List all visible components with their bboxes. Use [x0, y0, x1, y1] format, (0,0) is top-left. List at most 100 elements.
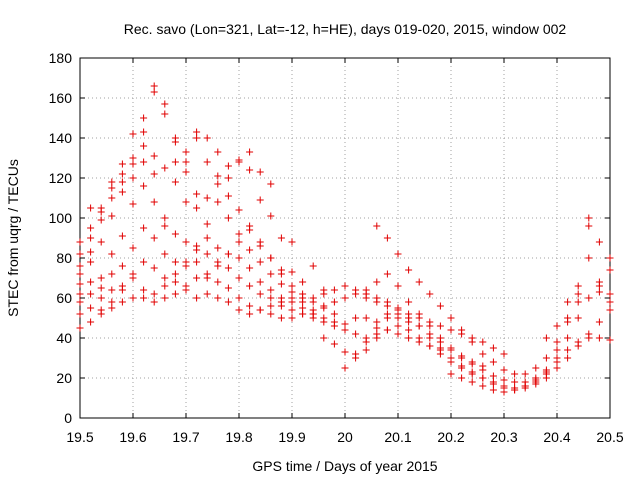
- data-point: [288, 238, 296, 246]
- data-point: [500, 366, 508, 374]
- x-tick-label: 20.2: [437, 429, 464, 445]
- data-point: [500, 388, 508, 396]
- data-point: [352, 330, 360, 338]
- data-point: [224, 264, 232, 272]
- data-point: [193, 246, 201, 254]
- data-point: [330, 310, 338, 318]
- data-point: [214, 278, 222, 286]
- data-point: [140, 182, 148, 190]
- data-point: [97, 238, 105, 246]
- data-point: [150, 170, 158, 178]
- data-point: [193, 134, 201, 142]
- data-point: [171, 230, 179, 238]
- data-point: [553, 354, 561, 362]
- data-point: [458, 352, 466, 360]
- series-arc-13: [373, 222, 614, 378]
- data-point: [203, 274, 211, 282]
- data-point: [214, 148, 222, 156]
- data-point: [246, 282, 254, 290]
- data-point: [394, 304, 402, 312]
- data-point: [383, 298, 391, 306]
- data-point: [394, 322, 402, 330]
- data-point: [267, 254, 275, 262]
- data-point: [267, 310, 275, 318]
- data-point: [426, 334, 434, 342]
- y-tick-label: 0: [64, 410, 72, 426]
- data-point: [161, 214, 169, 222]
- data-point: [235, 206, 243, 214]
- y-tick-label: 120: [49, 170, 73, 186]
- data-point: [235, 294, 243, 302]
- data-point: [150, 88, 158, 96]
- data-point: [129, 200, 137, 208]
- data-point: [256, 196, 264, 204]
- data-point: [235, 238, 243, 246]
- data-point: [299, 290, 307, 298]
- data-point: [246, 226, 254, 234]
- data-point: [203, 220, 211, 228]
- data-point: [108, 184, 116, 192]
- data-point: [606, 254, 614, 262]
- data-point: [182, 168, 190, 176]
- data-point: [87, 234, 95, 242]
- data-point: [97, 310, 105, 318]
- data-point: [256, 168, 264, 176]
- data-point: [182, 258, 190, 266]
- data-point: [299, 310, 307, 318]
- data-point: [309, 310, 317, 318]
- data-point: [415, 334, 423, 342]
- data-point: [564, 318, 572, 326]
- data-point: [373, 324, 381, 332]
- series-arc-2: [76, 88, 296, 258]
- data-point: [489, 372, 497, 380]
- data-point: [150, 234, 158, 242]
- data-point: [277, 270, 285, 278]
- data-point: [140, 142, 148, 150]
- data-point: [373, 222, 381, 230]
- data-point: [394, 250, 402, 258]
- data-point: [447, 344, 455, 352]
- data-point: [288, 288, 296, 296]
- data-point: [161, 274, 169, 282]
- data-point: [574, 290, 582, 298]
- data-point: [246, 310, 254, 318]
- data-point: [288, 282, 296, 290]
- data-point: [129, 174, 137, 182]
- y-tick-label: 60: [56, 290, 72, 306]
- data-point: [87, 204, 95, 212]
- data-point: [426, 322, 434, 330]
- data-point: [150, 152, 158, 160]
- data-point: [277, 280, 285, 288]
- data-point: [405, 326, 413, 334]
- data-point: [161, 250, 169, 258]
- data-point: [595, 282, 603, 290]
- data-point: [256, 290, 264, 298]
- x-tick-label: 19.7: [172, 429, 199, 445]
- data-point: [595, 318, 603, 326]
- data-point: [288, 294, 296, 302]
- data-point: [235, 158, 243, 166]
- data-point: [97, 294, 105, 302]
- data-point: [436, 322, 444, 330]
- data-point: [564, 354, 572, 362]
- x-tick-label: 19.9: [278, 429, 305, 445]
- x-tick-label: 20.3: [490, 429, 517, 445]
- data-point: [606, 266, 614, 274]
- data-point: [341, 364, 349, 372]
- data-point: [97, 208, 105, 216]
- data-point: [129, 160, 137, 168]
- y-tick-label: 160: [49, 90, 73, 106]
- data-point: [87, 304, 95, 312]
- data-point: [235, 306, 243, 314]
- data-point: [405, 334, 413, 342]
- data-point: [574, 282, 582, 290]
- data-point: [150, 264, 158, 272]
- data-point: [214, 294, 222, 302]
- data-point: [500, 376, 508, 384]
- data-point: [214, 262, 222, 270]
- data-point: [214, 244, 222, 252]
- data-point: [87, 290, 95, 298]
- data-point: [341, 282, 349, 290]
- data-point: [362, 338, 370, 346]
- data-point: [479, 350, 487, 358]
